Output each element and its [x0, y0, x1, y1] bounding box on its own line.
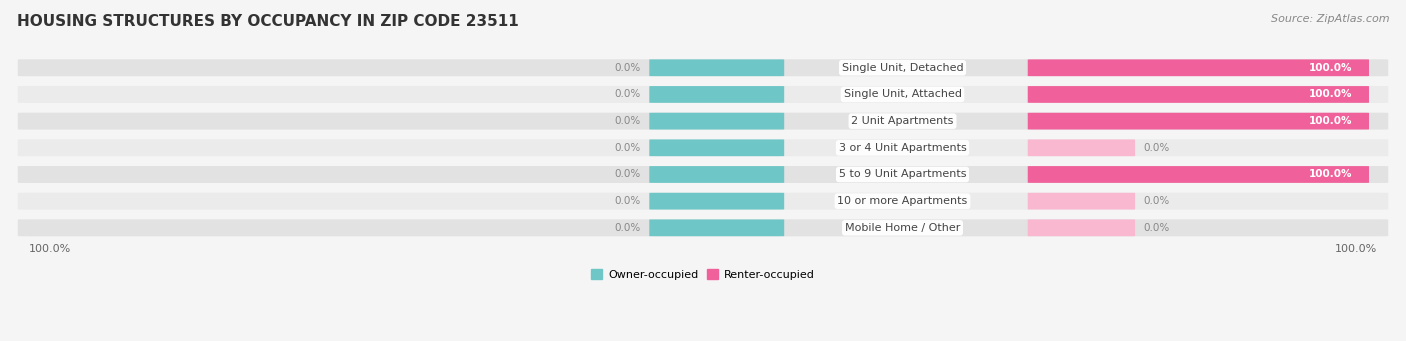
FancyBboxPatch shape — [650, 220, 785, 236]
FancyBboxPatch shape — [650, 139, 785, 156]
Text: 0.0%: 0.0% — [1143, 223, 1170, 233]
FancyBboxPatch shape — [18, 193, 1388, 210]
FancyBboxPatch shape — [1028, 193, 1135, 209]
FancyBboxPatch shape — [1028, 86, 1369, 103]
FancyBboxPatch shape — [1028, 139, 1135, 156]
Text: 0.0%: 0.0% — [614, 196, 641, 206]
Text: 100.0%: 100.0% — [1334, 244, 1378, 254]
FancyBboxPatch shape — [18, 219, 1388, 236]
Text: 5 to 9 Unit Apartments: 5 to 9 Unit Apartments — [839, 169, 966, 179]
FancyBboxPatch shape — [650, 113, 785, 130]
Text: 100.0%: 100.0% — [28, 244, 72, 254]
FancyBboxPatch shape — [650, 59, 785, 76]
Text: 100.0%: 100.0% — [1309, 89, 1353, 100]
Text: 0.0%: 0.0% — [614, 169, 641, 179]
Text: Single Unit, Attached: Single Unit, Attached — [844, 89, 962, 100]
Text: HOUSING STRUCTURES BY OCCUPANCY IN ZIP CODE 23511: HOUSING STRUCTURES BY OCCUPANCY IN ZIP C… — [17, 14, 519, 29]
Text: 0.0%: 0.0% — [614, 116, 641, 126]
Text: 100.0%: 100.0% — [1309, 63, 1353, 73]
Text: 0.0%: 0.0% — [1143, 143, 1170, 153]
FancyBboxPatch shape — [650, 193, 785, 209]
FancyBboxPatch shape — [1028, 59, 1369, 76]
Text: 10 or more Apartments: 10 or more Apartments — [838, 196, 967, 206]
Text: Source: ZipAtlas.com: Source: ZipAtlas.com — [1271, 14, 1389, 24]
FancyBboxPatch shape — [650, 166, 785, 183]
FancyBboxPatch shape — [18, 59, 1388, 76]
FancyBboxPatch shape — [1028, 220, 1135, 236]
FancyBboxPatch shape — [1028, 113, 1369, 130]
FancyBboxPatch shape — [18, 166, 1388, 183]
Text: Mobile Home / Other: Mobile Home / Other — [845, 223, 960, 233]
Text: 0.0%: 0.0% — [614, 63, 641, 73]
Text: 3 or 4 Unit Apartments: 3 or 4 Unit Apartments — [838, 143, 966, 153]
Text: 0.0%: 0.0% — [1143, 196, 1170, 206]
Text: 0.0%: 0.0% — [614, 89, 641, 100]
Text: 2 Unit Apartments: 2 Unit Apartments — [851, 116, 953, 126]
FancyBboxPatch shape — [1028, 166, 1369, 183]
FancyBboxPatch shape — [18, 113, 1388, 130]
FancyBboxPatch shape — [18, 86, 1388, 103]
Text: 100.0%: 100.0% — [1309, 169, 1353, 179]
Legend: Owner-occupied, Renter-occupied: Owner-occupied, Renter-occupied — [586, 265, 820, 284]
FancyBboxPatch shape — [18, 139, 1388, 156]
Text: Single Unit, Detached: Single Unit, Detached — [842, 63, 963, 73]
Text: 0.0%: 0.0% — [614, 143, 641, 153]
Text: 0.0%: 0.0% — [614, 223, 641, 233]
FancyBboxPatch shape — [650, 86, 785, 103]
Text: 100.0%: 100.0% — [1309, 116, 1353, 126]
